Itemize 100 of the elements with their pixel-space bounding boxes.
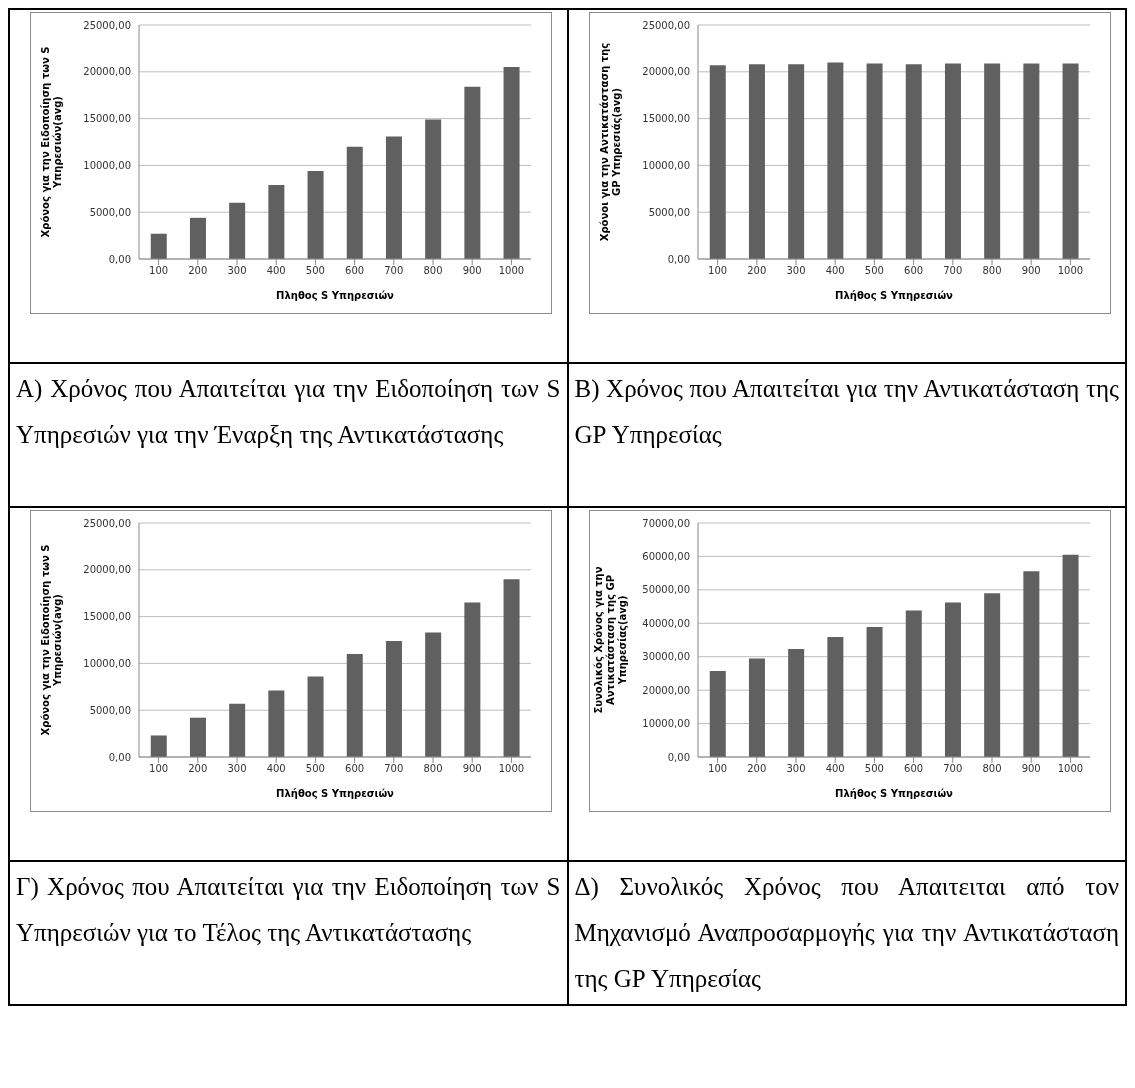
bar bbox=[464, 602, 481, 757]
bar bbox=[748, 658, 765, 757]
y-axis-title: Συνολικός Χρόνος για την Αντικατάσταση της GP Υπηρεσίας(avg) bbox=[592, 566, 628, 714]
y-tick-label: 0,00 bbox=[108, 751, 131, 763]
bar bbox=[229, 703, 246, 757]
y-axis-title: Χρόνος για την Ειδοποίηση των S Υπηρεσιών(avg) bbox=[40, 46, 63, 238]
x-tick-label: 800 bbox=[423, 265, 443, 277]
x-tick-label: 500 bbox=[864, 763, 884, 775]
x-tick-label: 700 bbox=[384, 265, 404, 277]
bar bbox=[905, 610, 922, 757]
x-tick-label: 400 bbox=[266, 763, 286, 775]
x-tick-label: 100 bbox=[149, 265, 169, 277]
y-tick-label: 5000,00 bbox=[648, 206, 690, 218]
y-tick-label: 15000,00 bbox=[641, 113, 690, 125]
y-tick-label: 25000,00 bbox=[83, 19, 131, 31]
y-tick-label: 20000,00 bbox=[641, 66, 690, 78]
y-tick-label: 25000,00 bbox=[641, 19, 690, 31]
x-tick-label: 400 bbox=[825, 265, 845, 277]
y-tick-label: 0,00 bbox=[108, 253, 131, 265]
y-tick-label: 10000,00 bbox=[83, 657, 131, 669]
bar bbox=[229, 202, 246, 259]
x-tick-label: 800 bbox=[423, 763, 443, 775]
bar bbox=[150, 735, 167, 757]
x-tick-label: 200 bbox=[746, 763, 766, 775]
bar bbox=[709, 671, 726, 757]
y-tick-label: 25000,00 bbox=[83, 517, 131, 529]
x-tick-label: 700 bbox=[942, 763, 962, 775]
x-tick-label: 600 bbox=[903, 265, 923, 277]
y-tick-label: 15000,00 bbox=[83, 611, 131, 623]
x-tick-label: 600 bbox=[345, 265, 365, 277]
bar bbox=[983, 593, 1000, 757]
x-tick-label: 500 bbox=[305, 265, 325, 277]
y-tick-label: 60000,00 bbox=[641, 550, 690, 562]
y-tick-label: 10000,00 bbox=[641, 718, 690, 730]
bar bbox=[307, 676, 324, 757]
x-axis-title: Πλήθος S Υπηρεσιών bbox=[276, 788, 395, 799]
bar bbox=[503, 579, 520, 757]
y-tick-label: 50000,00 bbox=[641, 584, 690, 596]
bar bbox=[866, 626, 883, 757]
bar bbox=[385, 136, 402, 259]
x-tick-label: 600 bbox=[903, 763, 923, 775]
y-tick-label: 0,00 bbox=[667, 751, 690, 763]
y-axis-title: Χρόνος για την Ειδοποίηση των S Υπηρεσιών(avg) bbox=[40, 544, 63, 736]
bar bbox=[346, 146, 363, 259]
y-tick-label: 10000,00 bbox=[83, 159, 131, 171]
bar bbox=[189, 717, 206, 757]
y-tick-label: 5000,00 bbox=[89, 704, 131, 716]
x-tick-label: 900 bbox=[1021, 265, 1041, 277]
bar bbox=[425, 632, 442, 757]
x-tick-label: 300 bbox=[785, 265, 806, 277]
x-tick-label: 100 bbox=[707, 763, 727, 775]
bar bbox=[425, 119, 442, 259]
bar bbox=[268, 185, 285, 259]
bar bbox=[1022, 571, 1039, 757]
y-tick-label: 0,00 bbox=[667, 253, 690, 265]
bar bbox=[307, 171, 324, 259]
bar bbox=[1062, 554, 1079, 757]
x-axis-title: Πλήθος S Υπηρεσιών bbox=[834, 290, 953, 301]
y-axis-title: Χρόνοι για την Αντικατάσταση της GP Υπηρεσιάς(avg) bbox=[598, 42, 622, 242]
y-tick-label: 15000,00 bbox=[83, 113, 131, 125]
bar bbox=[787, 649, 804, 757]
bar bbox=[826, 636, 843, 757]
text: Δ) Συνολικός Χρόνος που Απαιτειται από τον Μηχανισμό Αναπροσαρμογής για την Αντικατάσταση της GP Υπηρεσίας bbox=[574, 872, 1119, 994]
x-tick-label: 200 bbox=[188, 265, 208, 277]
x-tick-label: 200 bbox=[746, 265, 766, 277]
text: Γ) Χρόνος που Απαιτείται για την Ειδοποίηση των S Υπηρεσιών για το Τέλος της Αντικατάστασης bbox=[16, 872, 561, 948]
bar bbox=[346, 654, 363, 757]
x-tick-label: 200 bbox=[188, 763, 208, 775]
y-tick-label: 20000,00 bbox=[83, 564, 131, 576]
bar bbox=[385, 640, 402, 757]
x-tick-label: 100 bbox=[149, 763, 169, 775]
y-tick-label: 40000,00 bbox=[641, 617, 690, 629]
x-tick-label: 700 bbox=[384, 763, 404, 775]
x-tick-label: 1000 bbox=[1057, 265, 1083, 277]
bar bbox=[503, 67, 520, 259]
y-tick-label: 10000,00 bbox=[641, 159, 690, 171]
text: Α) Χρόνος που Απαιτείται για την Ειδοποίηση των S Υπηρεσιών για την Έναρξη της Αντικατάστασης bbox=[16, 374, 561, 450]
x-tick-label: 1000 bbox=[498, 265, 525, 277]
bar bbox=[189, 217, 206, 259]
x-tick-label: 900 bbox=[1021, 763, 1041, 775]
y-tick-label: 30000,00 bbox=[641, 651, 690, 663]
x-tick-label: 1000 bbox=[1057, 763, 1083, 775]
y-tick-label: 20000,00 bbox=[641, 684, 690, 696]
x-tick-label: 300 bbox=[785, 763, 806, 775]
x-tick-label: 900 bbox=[462, 265, 482, 277]
x-tick-label: 300 bbox=[227, 763, 247, 775]
x-tick-label: 600 bbox=[345, 763, 365, 775]
x-tick-label: 400 bbox=[825, 763, 845, 775]
y-tick-label: 20000,00 bbox=[83, 66, 131, 78]
x-tick-label: 500 bbox=[305, 763, 325, 775]
text: Β) Χρόνος που Απαιτείται για την Αντικατάσταση της GP Υπηρεσίας bbox=[574, 374, 1119, 450]
bar bbox=[268, 690, 285, 757]
x-tick-label: 400 bbox=[266, 265, 286, 277]
y-tick-label: 70000,00 bbox=[641, 517, 690, 529]
bar bbox=[464, 86, 481, 259]
x-tick-label: 1000 bbox=[498, 763, 525, 775]
x-axis-title: Πλήθος S Υπηρεσιών bbox=[834, 788, 953, 799]
x-tick-label: 300 bbox=[227, 265, 247, 277]
x-tick-label: 700 bbox=[942, 265, 962, 277]
x-tick-label: 900 bbox=[462, 763, 482, 775]
